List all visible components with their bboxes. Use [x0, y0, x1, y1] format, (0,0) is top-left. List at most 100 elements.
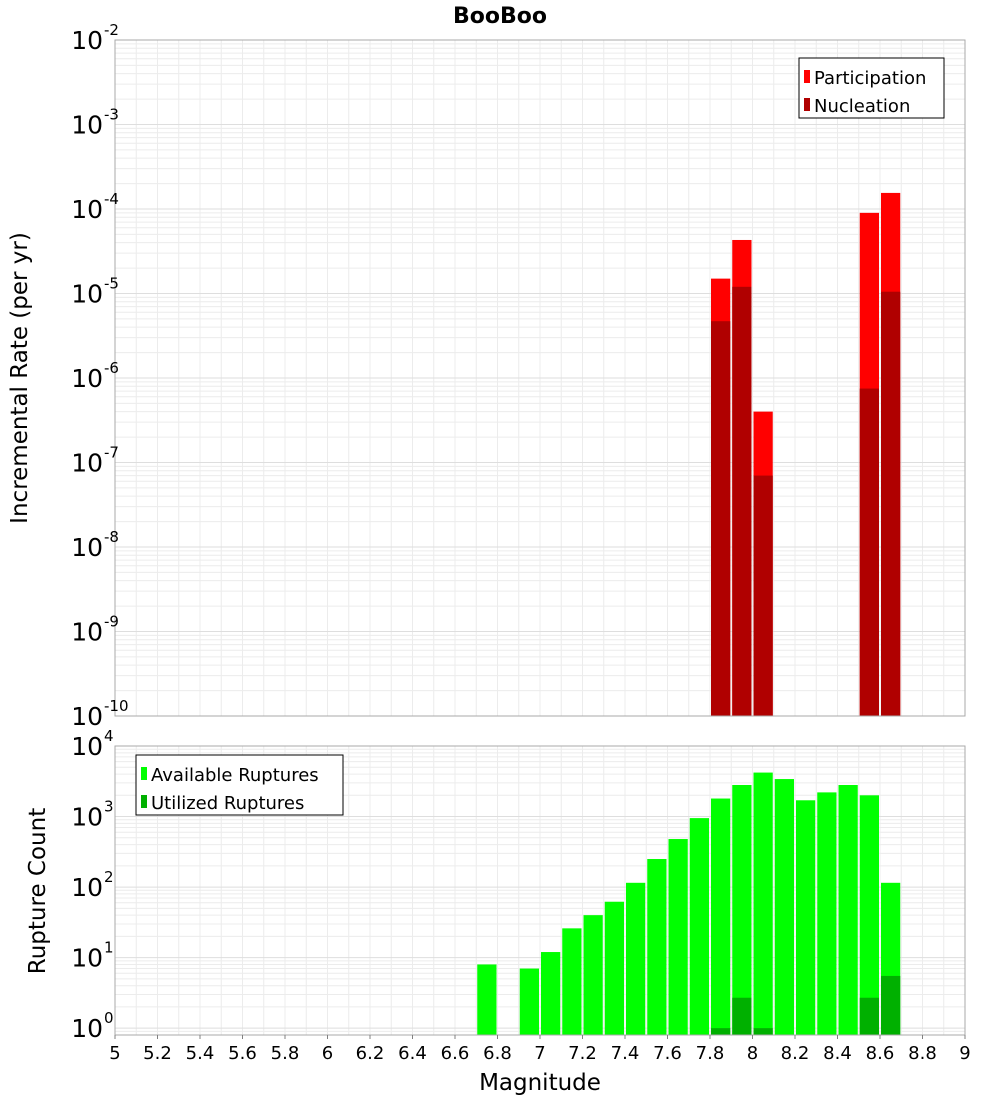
- top-y-tick-exponent: -4: [104, 190, 119, 208]
- bottom-legend-label: Utilized Ruptures: [151, 793, 304, 814]
- bottom-legend-box: [135, 754, 344, 816]
- top-y-tick-exponent: -3: [104, 106, 119, 124]
- bottom-bar: [626, 882, 646, 1035]
- top-series-1: [711, 286, 901, 716]
- top-legend-box: [798, 57, 945, 119]
- top-y-tick-base: 10: [71, 364, 103, 393]
- bottom-legend-label: Available Ruptures: [151, 765, 319, 786]
- bottom-x-tick-label: 5.4: [186, 1043, 215, 1064]
- bottom-x-tick-label: 7: [534, 1043, 545, 1064]
- top-grid: [114, 39, 966, 717]
- bottom-bar: [859, 795, 879, 1035]
- bottom-y-axis-label: Rupture Count: [25, 808, 51, 974]
- bottom-x-tick-label: 8.2: [781, 1043, 810, 1064]
- bottom-y-tick-exponent: 2: [104, 868, 114, 886]
- bottom-bar: [859, 997, 879, 1035]
- top-bar: [859, 388, 879, 716]
- bottom-bar: [838, 784, 858, 1035]
- bottom-x-tick-label: 7.4: [611, 1043, 640, 1064]
- bottom-y-tick-base: 10: [71, 944, 103, 973]
- top-y-tick-base: 10: [71, 195, 103, 224]
- bottom-bar: [732, 784, 752, 1035]
- bottom-bar: [796, 800, 816, 1035]
- top-y-tick-base: 10: [71, 111, 103, 140]
- top-y-tick-base: 10: [71, 26, 103, 55]
- bottom-x-tick-label: 8.6: [866, 1043, 895, 1064]
- bottom-bar: [711, 798, 731, 1035]
- bottom-x-tick-label: 7.2: [568, 1043, 597, 1064]
- bottom-bar: [774, 779, 794, 1035]
- bottom-y-tick-exponent: 0: [104, 1009, 114, 1027]
- bottom-x-tick-label: 7.8: [696, 1043, 725, 1064]
- top-y-tick-exponent: -8: [104, 528, 119, 546]
- bottom-bar: [583, 915, 603, 1035]
- bottom-y-tick-base: 10: [71, 732, 103, 761]
- bottom-bar: [541, 952, 561, 1035]
- x-axis-label: Magnitude: [479, 1070, 601, 1096]
- top-legend: Participation Nucleation: [798, 57, 945, 119]
- bottom-bar: [668, 839, 688, 1035]
- bottom-x-tick-label: 6.2: [356, 1043, 385, 1064]
- bottom-bar: [689, 818, 709, 1035]
- top-y-tick-exponent: -10: [104, 697, 129, 715]
- top-y-tick-exponent: -6: [104, 359, 119, 377]
- top-bar: [711, 321, 731, 716]
- bottom-x-tick-label: 5.8: [271, 1043, 300, 1064]
- top-legend-label: Participation: [814, 68, 926, 89]
- top-legend-swatch: [804, 70, 810, 83]
- bottom-x-tick-label: 8.8: [908, 1043, 937, 1064]
- bottom-bar: [817, 792, 837, 1035]
- bottom-x-tick-label: 7.6: [653, 1043, 682, 1064]
- top-legend-label: Nucleation: [814, 96, 910, 117]
- bottom-legend-swatch: [141, 795, 147, 808]
- bottom-x-tick-label: 5.2: [143, 1043, 172, 1064]
- top-y-tick-base: 10: [71, 702, 103, 731]
- bottom-x-tick-label: 5: [109, 1043, 120, 1064]
- top-y-tick-base: 10: [71, 449, 103, 478]
- bottom-x-tick-label: 5.6: [228, 1043, 257, 1064]
- bottom-x-tick-label: 6.6: [441, 1043, 470, 1064]
- bottom-y-tick-exponent: 1: [104, 939, 114, 957]
- top-bar: [753, 475, 773, 716]
- top-y-tick-base: 10: [71, 280, 103, 309]
- bottom-x-tick-label: 6.4: [398, 1043, 427, 1064]
- bottom-bar: [753, 1028, 773, 1035]
- bottom-x-tick-label: 9: [959, 1043, 970, 1064]
- bottom-bar: [477, 964, 497, 1035]
- bottom-x-tick-label: 8.4: [823, 1043, 852, 1064]
- bottom-panel: 10 010 110 210 310 45 5.2 5.4 5.6 5.8 6 6.2 6.4 6.6 6.…: [71, 727, 971, 1064]
- bottom-y-tick-base: 10: [71, 1014, 103, 1043]
- bottom-bar: [711, 1028, 731, 1035]
- bottom-x-tick-label: 6: [322, 1043, 333, 1064]
- bottom-y-tick-base: 10: [71, 803, 103, 832]
- bottom-bar: [562, 928, 582, 1035]
- top-bar: [881, 291, 901, 716]
- top-y-tick-exponent: -5: [104, 275, 119, 293]
- top-y-tick-base: 10: [71, 533, 103, 562]
- bottom-bar: [604, 901, 624, 1035]
- top-y-tick-exponent: -9: [104, 613, 119, 631]
- top-y-axis-label: Incremental Rate (per yr): [7, 232, 33, 524]
- bottom-x-tick-label: 6.8: [483, 1043, 512, 1064]
- bottom-y-tick-exponent: 4: [104, 727, 114, 745]
- bottom-bar: [519, 968, 539, 1035]
- bottom-legend: Available Ruptures Utilized Ruptures: [135, 754, 344, 816]
- bottom-bar: [647, 859, 667, 1035]
- bottom-y-tick-exponent: 3: [104, 798, 114, 816]
- top-bar: [732, 286, 752, 716]
- chart-title: BooBoo: [453, 4, 547, 29]
- top-y-tick-exponent: -2: [104, 21, 119, 39]
- bottom-bar: [732, 997, 752, 1035]
- top-y-tick-base: 10: [71, 618, 103, 647]
- bottom-bar: [881, 975, 901, 1035]
- bottom-y-tick-base: 10: [71, 873, 103, 902]
- bottom-x-tick-label: 8: [747, 1043, 758, 1064]
- top-y-tick-exponent: -7: [104, 444, 119, 462]
- top-frame: [114, 39, 966, 717]
- bottom-bar: [753, 772, 773, 1035]
- bottom-series-1: [711, 975, 901, 1035]
- bottom-legend-swatch: [141, 767, 147, 780]
